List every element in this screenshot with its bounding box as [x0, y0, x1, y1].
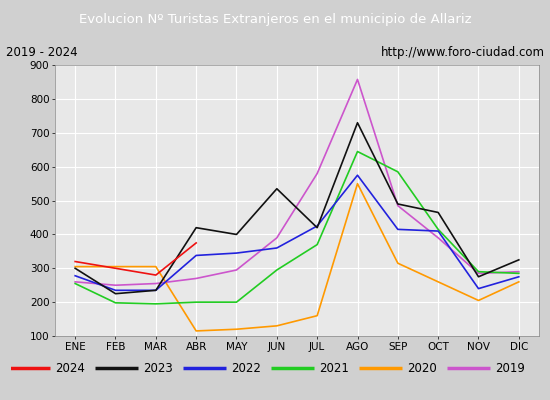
Text: Evolucion Nº Turistas Extranjeros en el municipio de Allariz: Evolucion Nº Turistas Extranjeros en el …: [79, 14, 471, 26]
Text: 2022: 2022: [231, 362, 261, 374]
Text: 2020: 2020: [407, 362, 437, 374]
Text: 2019: 2019: [495, 362, 525, 374]
Text: 2024: 2024: [55, 362, 85, 374]
Text: http://www.foro-ciudad.com: http://www.foro-ciudad.com: [381, 46, 544, 59]
Text: 2021: 2021: [319, 362, 349, 374]
Text: 2019 - 2024: 2019 - 2024: [6, 46, 77, 59]
Text: 2023: 2023: [143, 362, 173, 374]
